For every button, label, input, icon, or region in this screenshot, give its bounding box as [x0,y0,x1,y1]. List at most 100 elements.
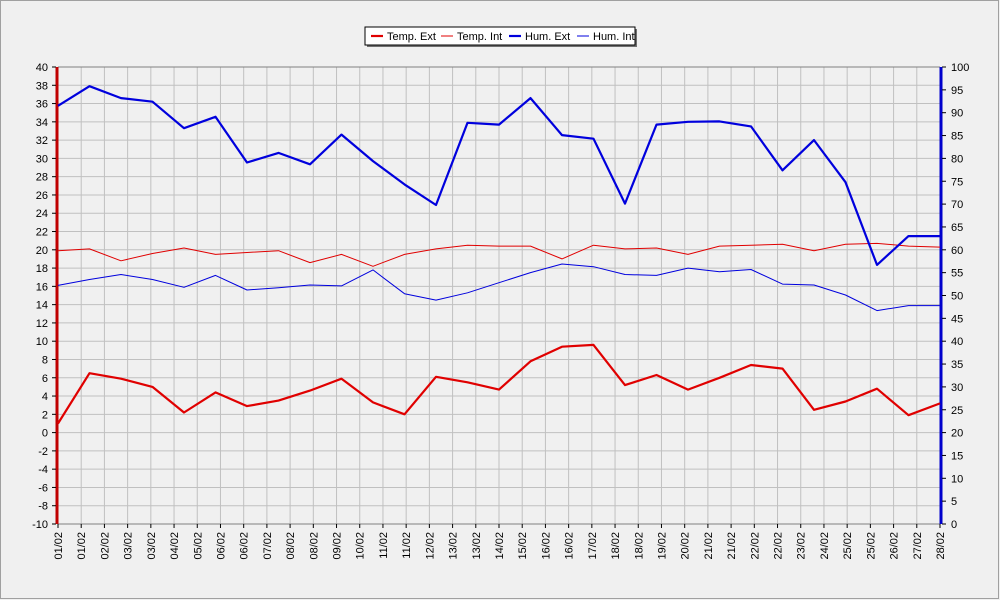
x-axis-tick-label: 04/02 [169,532,181,560]
left-axis-tick-label: 14 [36,300,48,312]
left-axis-tick-label: 12 [36,318,48,330]
x-axis-tick-label: 06/02 [239,532,251,560]
left-axis-tick-label: -8 [38,501,48,513]
right-axis-tick-label: 20 [951,428,963,440]
right-axis-tick-label: 30 [951,382,963,394]
right-axis-tick-label: 45 [951,313,963,325]
right-axis-tick-label: 35 [951,359,963,371]
x-axis-tick-label: 01/02 [76,532,88,560]
left-axis-tick-label: 10 [36,336,48,348]
left-axis-tick-label: 36 [36,99,48,111]
x-axis-tick-label: 25/02 [865,532,877,560]
legend: Temp. Ext Temp. Int Hum. Ext Hum. Int [364,26,637,47]
legend-entry-label: Hum. Int [593,31,635,43]
legend-entry-label: Temp. Ext [387,31,436,43]
x-axis-tick-label: 18/02 [633,532,645,560]
x-axis-tick-label: 15/02 [517,532,529,560]
right-axis-tick-label: 100 [951,62,969,74]
legend-box [364,26,636,46]
x-axis-tick-label: 13/02 [471,532,483,560]
x-axis-tick-label: 20/02 [680,532,692,560]
plot-area: -10-8-6-4-202468101214161820222426283032… [32,62,969,560]
left-axis-tick-label: -4 [38,464,48,476]
right-axis-tick-label: 85 [951,131,963,143]
x-axis-tick-label: 24/02 [819,532,831,560]
right-axis-tick-label: 5 [951,496,957,508]
left-axis-tick-label: 30 [36,153,48,165]
left-axis-tick-label: 18 [36,263,48,275]
right-axis-tick-label: 90 [951,108,963,120]
series-line-temp-ext [57,343,941,425]
x-axis-tick-label: 19/02 [656,532,668,560]
x-axis-tick-label: 03/02 [146,532,158,560]
x-axis-tick-label: 02/02 [99,532,111,560]
right-axis-tick-label: 25 [951,405,963,417]
x-axis-tick-label: 18/02 [610,532,622,560]
right-axis-tick-label: 40 [951,336,963,348]
left-axis-tick-label: 20 [36,245,48,257]
x-axis-tick-label: 07/02 [262,532,274,560]
left-axis-tick-label: 16 [36,281,48,293]
right-axis-tick-label: 15 [951,450,963,462]
right-axis-tick-label: 75 [951,176,963,188]
right-axis-tick-label: 65 [951,222,963,234]
right-axis-tick-label: 10 [951,473,963,485]
right-axis-tick-label: 60 [951,245,963,257]
right-axis-tick-label: 95 [951,85,963,97]
left-axis-tick-label: 4 [42,391,48,403]
left-axis-tick-label: 22 [36,227,48,239]
x-axis-tick-label: 05/02 [192,532,204,560]
left-axis-tick-label: -2 [38,446,48,458]
right-axis-tick-label: 70 [951,199,963,211]
right-axis-tick-label: 0 [951,519,957,531]
left-axis-tick-label: 34 [36,117,48,129]
right-axis-tick-label: 55 [951,268,963,280]
x-axis-tick-label: 22/02 [773,532,785,560]
x-axis-tick-label: 17/02 [587,532,599,560]
x-axis-tick-label: 03/02 [123,532,135,560]
x-axis-tick-label: 13/02 [448,532,460,560]
left-axis-tick-label: 0 [42,428,48,440]
x-axis-tick-label: 12/02 [424,532,436,560]
left-axis-tick-label: 6 [42,373,48,385]
left-axis-tick-label: -6 [38,482,48,494]
left-axis-tick-label: 38 [36,80,48,92]
x-axis-tick-label: 27/02 [912,532,924,560]
left-axis-tick-label: 32 [36,135,48,147]
x-axis-tick-label: 09/02 [332,532,344,560]
right-axis-tick-label: 80 [951,153,963,165]
left-axis-tick-label: -10 [32,519,48,531]
x-axis-tick-label: 16/02 [564,532,576,560]
legend-entry-label: Temp. Int [457,31,502,43]
x-axis-tick-label: 23/02 [796,532,808,560]
series-line-temp-int [57,242,941,267]
left-axis-tick-label: 26 [36,190,48,202]
left-axis-tick-label: 28 [36,172,48,184]
series-line-hum-ext [57,85,940,266]
x-axis-tick-label: 08/02 [308,532,320,560]
x-axis-tick-label: 11/02 [401,532,413,559]
legend-entry-label: Hum. Ext [525,31,570,43]
x-axis-tick-label: 10/02 [355,532,367,560]
x-axis-tick-label: 28/02 [935,532,947,560]
x-axis-tick-label: 22/02 [749,532,761,560]
x-axis-tick-label: 21/02 [726,532,738,560]
x-axis-tick-label: 14/02 [494,532,506,560]
x-axis-tick-label: 26/02 [889,532,901,560]
x-axis-tick-label: 11/02 [378,532,390,559]
left-axis-tick-label: 8 [42,354,48,366]
x-axis-tick-label: 21/02 [703,532,715,560]
x-axis-tick-label: 01/02 [53,532,65,560]
left-axis-tick-label: 40 [36,62,48,74]
left-axis-tick-label: 24 [36,208,48,220]
x-axis-tick-label: 08/02 [285,532,297,560]
right-axis-tick-label: 50 [951,291,963,303]
x-axis-tick-label: 16/02 [540,532,552,560]
left-axis-tick-label: 2 [42,409,48,421]
x-axis-tick-label: 25/02 [842,532,854,560]
x-axis-tick-label: 06/02 [215,532,227,560]
series-line-hum-int [57,263,940,312]
